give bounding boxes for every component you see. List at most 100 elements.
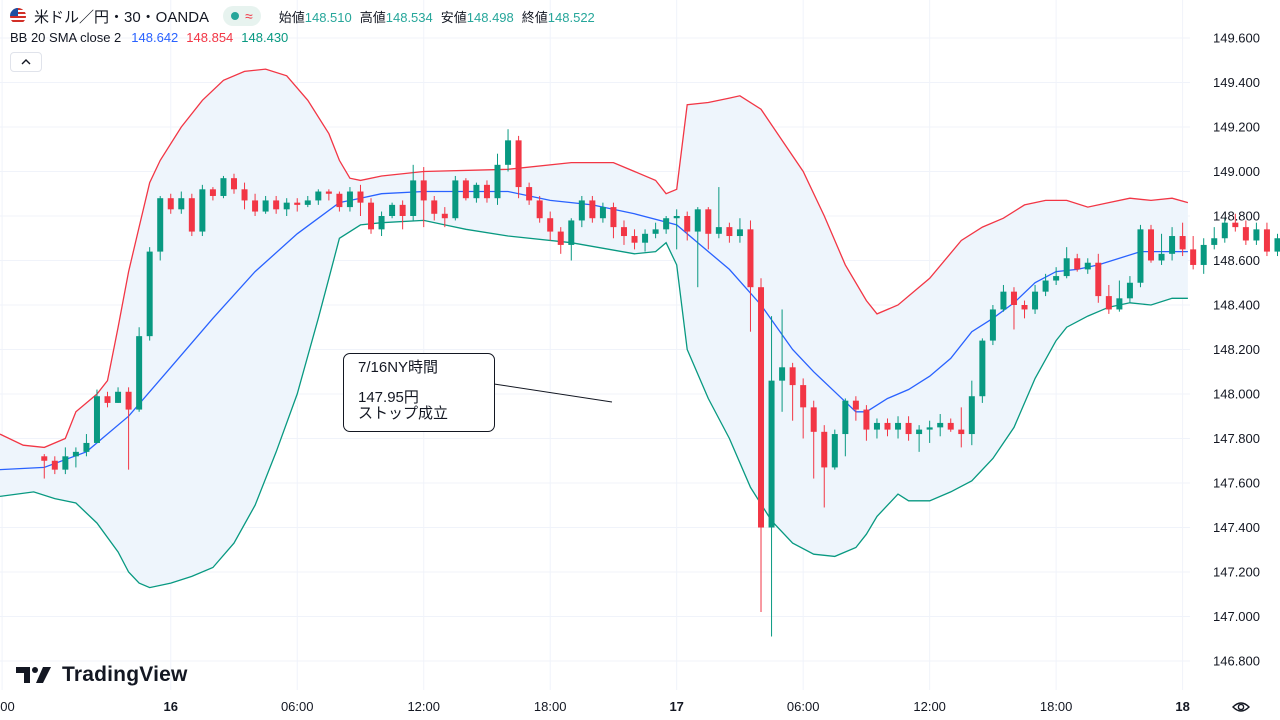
candle-body bbox=[958, 429, 965, 435]
candle bbox=[378, 211, 385, 237]
tradingview-logo-text: TradingView bbox=[62, 663, 188, 686]
candle bbox=[41, 454, 48, 479]
candle-body bbox=[831, 434, 838, 468]
y-tick-label: 149.000 bbox=[1213, 164, 1260, 179]
indicator-lower-value: 148.430 bbox=[241, 30, 289, 45]
annotation-pointer bbox=[493, 383, 613, 403]
candle bbox=[1158, 233, 1165, 265]
tradingview-logo[interactable]: TradingView bbox=[14, 663, 188, 687]
candle bbox=[526, 182, 533, 205]
candle-body bbox=[1042, 280, 1049, 292]
candle-body bbox=[684, 216, 691, 232]
chevron-up-icon bbox=[21, 59, 31, 65]
y-tick-label: 147.400 bbox=[1213, 520, 1260, 535]
y-axis[interactable]: 149.600 149.400 149.200 149.000 148.800 148.6… bbox=[1213, 31, 1260, 669]
candle-body bbox=[1179, 236, 1186, 250]
y-tick-label: 148.600 bbox=[1213, 253, 1260, 268]
annotation-line2: 147.95円 bbox=[358, 389, 419, 406]
candle-body bbox=[441, 213, 448, 219]
candle-body bbox=[1148, 229, 1155, 261]
candle bbox=[842, 398, 849, 457]
indicator-legend[interactable]: BB 20 SMA close 2 148.642 148.854 148.43… bbox=[10, 30, 288, 45]
candle bbox=[178, 191, 185, 214]
chart-settings-icon[interactable] bbox=[1231, 697, 1251, 717]
candle-body bbox=[1074, 258, 1081, 270]
candle bbox=[1211, 227, 1218, 250]
candle bbox=[51, 456, 58, 475]
candle bbox=[72, 447, 79, 468]
candle-body bbox=[968, 396, 975, 435]
candle bbox=[209, 187, 216, 201]
candle bbox=[536, 195, 543, 223]
candle bbox=[747, 220, 754, 332]
candle-body bbox=[252, 200, 259, 212]
bollinger-band-fill bbox=[0, 69, 1188, 588]
candle bbox=[336, 191, 343, 212]
candle bbox=[389, 202, 396, 219]
candle-body bbox=[1169, 236, 1176, 254]
candle-body bbox=[599, 207, 606, 219]
x-tick-label: 18:00 bbox=[1040, 699, 1073, 714]
market-open-dot-icon bbox=[231, 12, 240, 20]
candle-body bbox=[262, 200, 269, 212]
candle bbox=[578, 195, 585, 228]
y-tick-label: 148.400 bbox=[1213, 298, 1260, 313]
candle bbox=[136, 327, 143, 412]
candle-body bbox=[810, 407, 817, 432]
candle-body bbox=[294, 202, 301, 205]
candle bbox=[1200, 238, 1207, 274]
candle-body bbox=[325, 191, 332, 194]
candle bbox=[399, 200, 406, 230]
candle bbox=[758, 278, 765, 613]
candle-body bbox=[1242, 227, 1249, 241]
candle-body bbox=[473, 184, 480, 199]
candle bbox=[895, 416, 902, 439]
ohlc-close: 終値148.522 bbox=[521, 9, 595, 25]
symbol-title[interactable]: 米ドル／円・30・OANDA bbox=[34, 8, 210, 26]
candle-body bbox=[578, 200, 585, 221]
candle-body bbox=[916, 429, 923, 435]
candle bbox=[494, 153, 501, 205]
us-jp-flag-icon bbox=[10, 8, 26, 24]
candle-body bbox=[673, 216, 680, 219]
collapse-legend-button[interactable] bbox=[10, 52, 42, 72]
candle bbox=[726, 222, 733, 243]
candle-body bbox=[357, 191, 364, 203]
indicator-basis-value: 148.642 bbox=[131, 30, 179, 45]
candle-body bbox=[167, 198, 174, 210]
candle-body bbox=[157, 198, 164, 252]
market-status-pill[interactable]: ≈ bbox=[223, 6, 261, 26]
candle bbox=[1169, 227, 1176, 261]
annotation-callout[interactable]: 7/16NY時間 147.95円 ストップ成立 bbox=[343, 353, 495, 432]
candle bbox=[167, 193, 174, 214]
candle-body bbox=[1211, 238, 1218, 245]
candle-body bbox=[1095, 262, 1102, 297]
candle-body bbox=[842, 400, 849, 435]
candle-body bbox=[346, 191, 353, 208]
candle bbox=[1253, 222, 1260, 245]
wave-icon: ≈ bbox=[245, 8, 253, 24]
indicator-name[interactable]: BB 20 SMA close 2 bbox=[10, 30, 122, 45]
candle-body bbox=[631, 236, 638, 243]
candle bbox=[557, 227, 564, 254]
candle-body bbox=[93, 396, 100, 443]
bollinger-lower-line bbox=[0, 219, 1188, 589]
candle-body bbox=[1000, 291, 1007, 310]
candle bbox=[157, 195, 164, 261]
candle bbox=[220, 175, 227, 199]
candle bbox=[547, 211, 554, 241]
candle-body bbox=[1137, 229, 1144, 283]
y-tick-label: 147.800 bbox=[1213, 431, 1260, 446]
candle-body bbox=[178, 198, 185, 210]
candle-body bbox=[399, 204, 406, 216]
candle-body bbox=[104, 396, 111, 403]
candle-body bbox=[494, 164, 501, 199]
candle-body bbox=[1063, 258, 1070, 277]
candle bbox=[368, 198, 375, 234]
x-axis[interactable]: 8:00 16 06:00 12:00 18:00 17 06:00 12:00 18:00 18 bbox=[0, 699, 1190, 714]
candle bbox=[1190, 236, 1197, 270]
candle bbox=[462, 178, 469, 201]
candle bbox=[694, 207, 701, 288]
candle-body bbox=[1084, 262, 1091, 270]
